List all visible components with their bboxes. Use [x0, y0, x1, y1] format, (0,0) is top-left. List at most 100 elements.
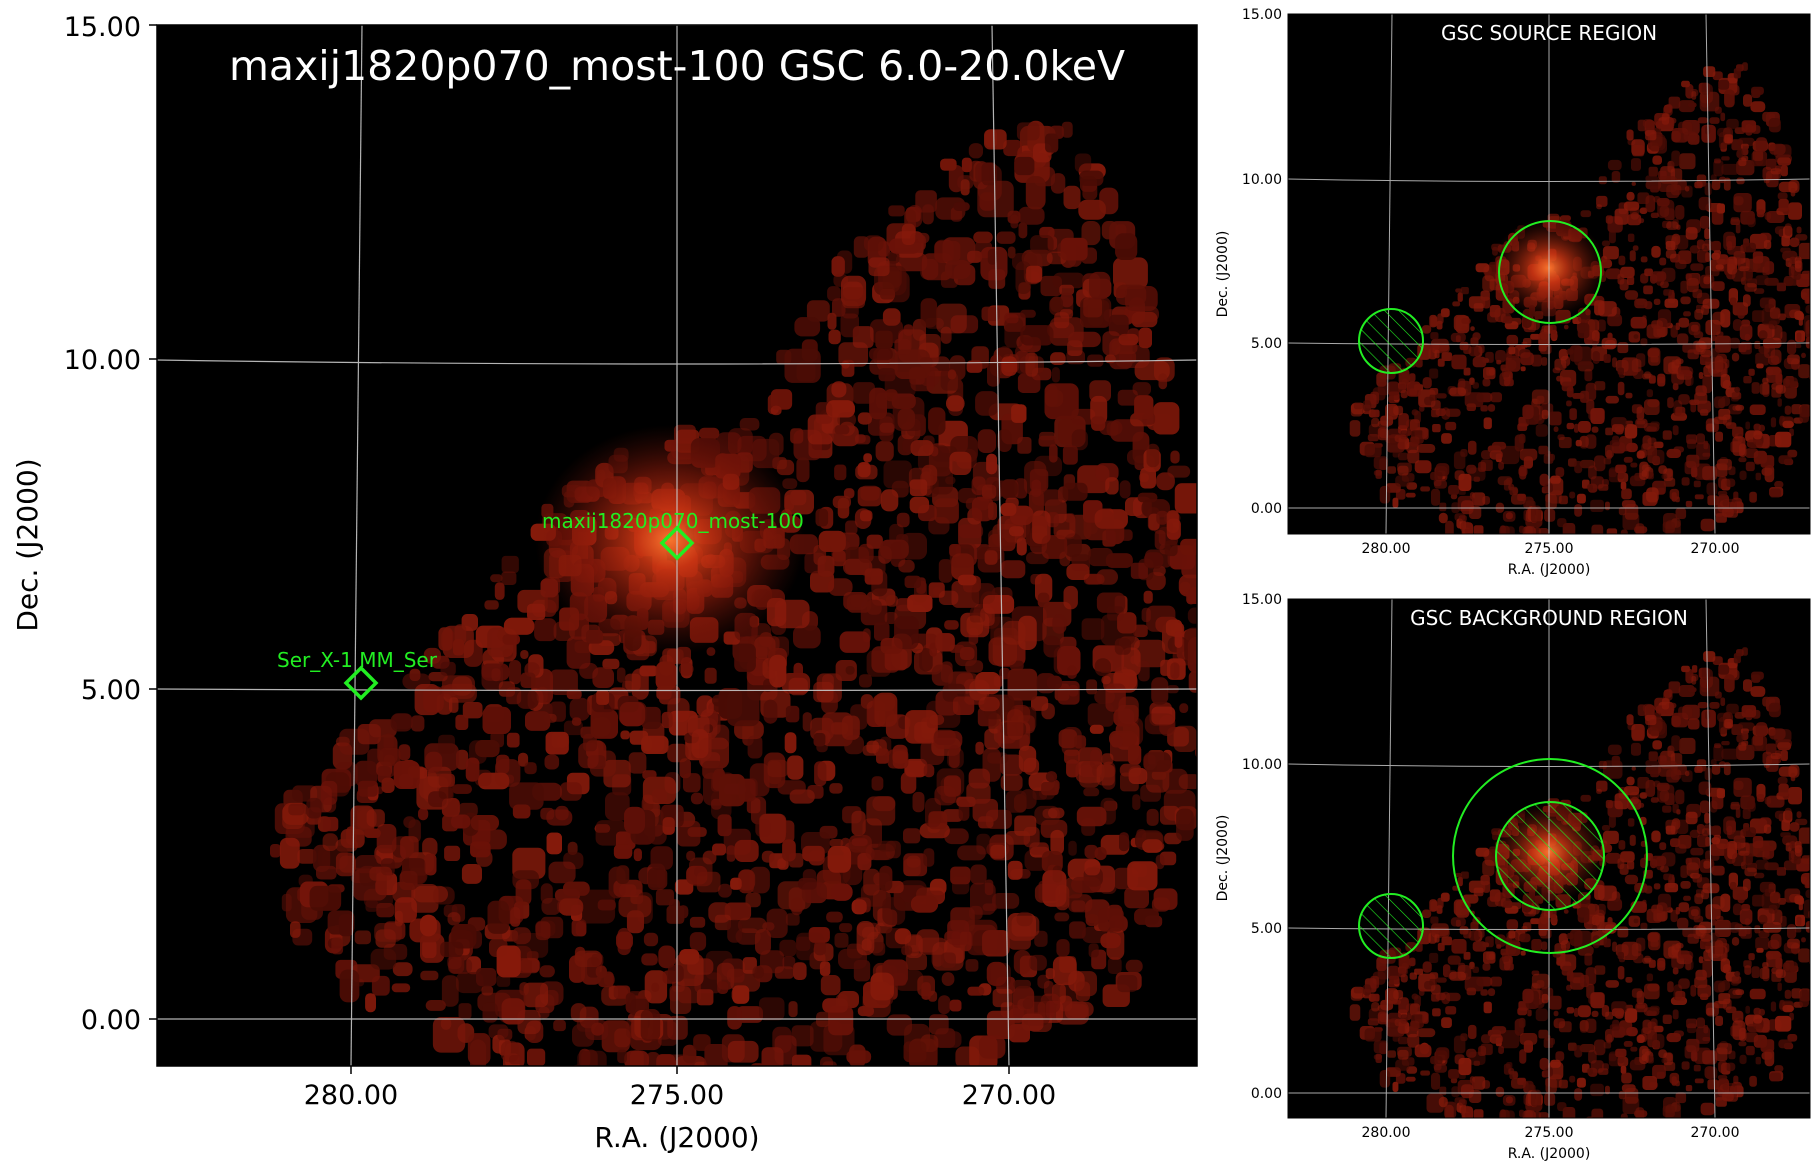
- emission-speck: [379, 747, 401, 766]
- emission-speck: [1678, 978, 1690, 989]
- emission-speck: [1014, 815, 1037, 836]
- emission-speck: [1496, 944, 1502, 949]
- emission-speck: [1776, 282, 1786, 292]
- emission-speck: [1566, 1007, 1575, 1014]
- emission-speck: [979, 192, 996, 211]
- emission-speck: [1432, 424, 1441, 433]
- emission-speck: [1089, 380, 1111, 402]
- emission-speck: [575, 920, 587, 937]
- emission-speck: [1749, 1075, 1757, 1087]
- emission-speck: [1371, 993, 1380, 1002]
- emission-speck: [984, 129, 1007, 150]
- emission-speck: [1499, 1110, 1515, 1118]
- emission-speck: [1766, 953, 1774, 960]
- emission-speck: [1602, 479, 1609, 487]
- emission-speck: [1663, 873, 1672, 881]
- emission-speck: [1538, 916, 1550, 932]
- emission-speck: [1645, 195, 1656, 213]
- emission-speck: [520, 650, 529, 659]
- emission-speck: [1652, 1064, 1666, 1079]
- emission-speck: [1395, 475, 1409, 487]
- emission-speck: [1180, 538, 1197, 555]
- emission-speck: [1470, 921, 1479, 931]
- emission-speck: [1061, 121, 1073, 138]
- emission-speck: [1639, 1045, 1649, 1065]
- emission-speck: [1107, 957, 1122, 974]
- emission-speck: [1625, 420, 1633, 425]
- source-region-circle[interactable]: [1498, 220, 1602, 324]
- emission-speck: [879, 865, 893, 892]
- emission-speck: [418, 807, 429, 821]
- emission-speck: [987, 249, 998, 265]
- source-marker-maxij[interactable]: maxij1820p070_most-100: [542, 509, 804, 561]
- emission-speck: [1752, 310, 1765, 322]
- emission-speck: [1732, 853, 1746, 867]
- emission-speck: [1167, 465, 1191, 478]
- emission-speck: [1062, 445, 1078, 465]
- emission-speck: [839, 631, 870, 653]
- emission-speck: [1187, 607, 1197, 624]
- emission-speck: [1395, 489, 1406, 500]
- emission-speck: [986, 453, 997, 475]
- emission-speck: [820, 975, 841, 996]
- emission-speck: [1651, 271, 1667, 282]
- emission-speck: [423, 647, 441, 664]
- emission-speck: [1059, 284, 1075, 296]
- emission-speck: [682, 1044, 697, 1064]
- emission-speck: [1472, 382, 1479, 389]
- emission-speck: [1387, 466, 1396, 474]
- emission-speck: [1429, 978, 1437, 986]
- emission-speck: [1687, 687, 1697, 693]
- excluded-region-circle[interactable]: [1358, 893, 1424, 959]
- emission-speck: [1787, 1034, 1798, 1042]
- emission-speck: [885, 595, 899, 607]
- emission-speck: [1694, 309, 1704, 320]
- emission-speck: [1429, 952, 1439, 963]
- emission-speck: [1749, 404, 1766, 415]
- emission-speck: [958, 524, 984, 539]
- emission-speck: [1044, 980, 1054, 997]
- emission-speck: [1458, 1099, 1467, 1106]
- emission-speck: [1612, 941, 1617, 952]
- emission-speck: [482, 706, 511, 734]
- emission-speck: [1630, 462, 1638, 468]
- emission-speck: [1648, 347, 1661, 366]
- background-outer-circle[interactable]: [1452, 758, 1648, 954]
- emission-speck: [1458, 1057, 1472, 1076]
- emission-speck: [1643, 285, 1653, 295]
- emission-speck: [1605, 427, 1613, 436]
- emission-speck: [1489, 1034, 1503, 1044]
- emission-speck: [1636, 298, 1645, 306]
- emission-speck: [923, 764, 935, 778]
- emission-speck: [1742, 242, 1756, 253]
- emission-speck: [1791, 988, 1802, 999]
- emission-speck: [1680, 280, 1688, 294]
- emission-speck: [876, 748, 889, 764]
- emission-speck: [1707, 495, 1719, 506]
- source-marker-ser-x1[interactable]: Ser_X-1 MM_Ser: [277, 648, 438, 701]
- emission-speck: [1362, 984, 1372, 996]
- emission-speck: [856, 921, 875, 956]
- emission-speck: [933, 1031, 962, 1048]
- emission-speck: [1770, 488, 1781, 498]
- emission-speck: [1781, 819, 1790, 831]
- emission-speck: [1420, 486, 1430, 492]
- emission-speck: [1783, 377, 1798, 388]
- x-tick-label: 275.00: [1525, 1125, 1574, 1141]
- emission-speck: [1159, 805, 1180, 825]
- excluded-region-circle[interactable]: [1358, 308, 1424, 374]
- emission-speck: [452, 784, 472, 794]
- emission-speck: [1752, 894, 1765, 907]
- emission-speck: [1605, 395, 1619, 404]
- emission-speck: [1703, 276, 1711, 285]
- emission-speck: [1626, 714, 1634, 726]
- emission-speck: [903, 858, 921, 876]
- emission-speck: [1676, 333, 1689, 345]
- emission-speck: [465, 757, 480, 782]
- emission-speck: [1128, 768, 1148, 784]
- emission-speck: [1522, 988, 1534, 1004]
- emission-speck: [1438, 1096, 1448, 1108]
- emission-speck: [683, 773, 701, 793]
- background-inner-excluded-circle[interactable]: [1495, 801, 1605, 911]
- emission-speck: [1569, 491, 1576, 499]
